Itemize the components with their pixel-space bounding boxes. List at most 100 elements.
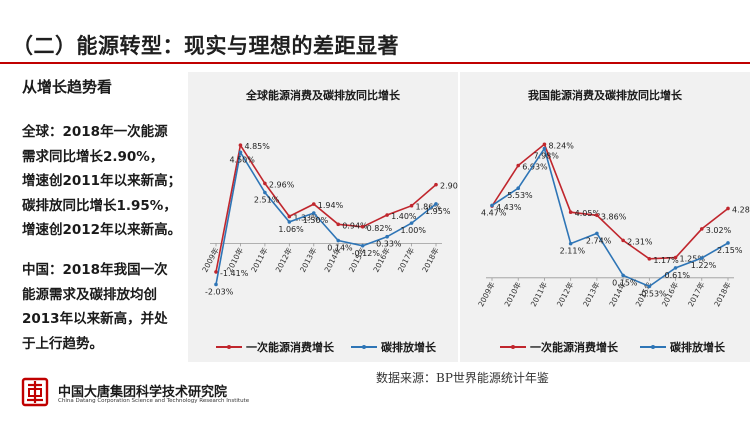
data-label: 0.14% [327, 244, 353, 253]
global-summary-line: 增速创2012年以来新高。 [22, 222, 182, 238]
x-tick-label: 2010年 [502, 280, 524, 309]
data-label: 6.93% [522, 163, 548, 172]
title-divider [0, 62, 750, 64]
series-point [726, 241, 730, 245]
data-source-note: 数据来源：BP世界能源统计年鉴 [376, 371, 549, 385]
legend-marker [651, 345, 655, 349]
x-tick-label: 2013年 [297, 245, 319, 274]
china-summary-line: 于上行趋势。 [22, 335, 103, 352]
data-label: 7.98% [533, 152, 559, 161]
data-label: 0.33% [376, 240, 402, 249]
series-line [491, 142, 729, 260]
series-point [336, 238, 341, 243]
global-summary-line: 全球：2018年一次能源 [22, 124, 168, 140]
data-label: 2.96% [269, 180, 295, 189]
data-label: -2.03% [205, 287, 234, 296]
data-label: 2.11% [560, 247, 586, 256]
series-point [726, 206, 730, 211]
data-label: 1.94% [318, 201, 344, 210]
series-point [263, 190, 267, 195]
series-point [311, 211, 316, 215]
data-label: -0.53% [638, 289, 667, 298]
series-point [409, 221, 414, 225]
data-label: 1.00% [401, 226, 427, 235]
series-line [215, 150, 437, 285]
china-summary-line: 能源需求及碳排放均创 [22, 286, 157, 303]
x-tick-label: 2011年 [248, 245, 270, 274]
china-growth-chart: 我国能源消费及碳排放同比增长 2009年 2010年 2011年 2012年 2013年 2… [475, 88, 750, 354]
organization-name-en: China Datang Corporation Science and Tec… [58, 398, 250, 404]
data-label: 4.47% [481, 208, 507, 217]
data-label: 3.86% [601, 212, 627, 221]
data-label: 8.24% [548, 141, 574, 150]
series-point [699, 256, 704, 260]
series-point [542, 142, 547, 147]
china-chart-panel [460, 72, 750, 362]
legend-label: 一次能源消费增长 [530, 340, 619, 354]
global-summary: 全球：2018年一次能源 需求同比增长2.90%， 增速创2011年以来新高； … [22, 120, 222, 243]
x-tick-label: 2012年 [273, 245, 295, 274]
data-label: 1.22% [691, 261, 717, 270]
series-point [673, 266, 678, 270]
data-label: -0.12% [352, 249, 381, 258]
data-label: 1.50% [303, 216, 329, 225]
series-point [673, 255, 678, 260]
global-summary-line: 碳排放同比增长1.95%， [22, 197, 177, 214]
data-label: 4.50% [229, 155, 255, 164]
global-summary-line: 增速创2011年以来新高； [22, 173, 182, 189]
series-point [385, 213, 389, 217]
series-point [360, 224, 365, 229]
datang-logo-icon [21, 377, 49, 407]
data-label: 2.15% [717, 246, 743, 255]
data-label: 2.51% [254, 196, 280, 205]
data-label: 1.25% [680, 255, 706, 264]
organization-name: 中国大唐集团科学技术研究院 [58, 385, 228, 400]
series-point [699, 227, 704, 231]
series-point [311, 202, 316, 206]
global-summary-line: 需求同比增长2.90%， [22, 148, 164, 165]
data-label: 2.90% [440, 182, 458, 191]
legend-label: 一次能源消费增长 [246, 340, 335, 354]
series-point [516, 163, 521, 168]
china-summary-line: 中国：2018年我国一次 [22, 262, 168, 278]
series-point [238, 150, 243, 155]
data-label: 1.06% [278, 225, 304, 234]
data-label: 0.15% [612, 278, 638, 287]
data-label: 0.94% [342, 221, 368, 230]
series-point [621, 238, 625, 243]
series-point [568, 210, 573, 214]
x-tick-label: 2012年 [554, 280, 576, 309]
series-point [621, 273, 625, 278]
legend-marker [511, 345, 515, 349]
data-label: 1.40% [391, 212, 417, 221]
x-tick-label: 2018年 [419, 245, 441, 274]
series-point [542, 146, 547, 151]
series-point [385, 234, 389, 239]
legend-marker [362, 345, 366, 349]
china-summary: 中国：2018年我国一次 能源需求及碳排放均创 2013年以来新高，并处 于上行… [22, 258, 222, 356]
data-label: 1.95% [425, 207, 451, 216]
data-label: 3.02% [706, 226, 732, 235]
data-label: 4.05% [575, 209, 601, 218]
data-label: 0.61% [665, 271, 691, 280]
series-line [491, 146, 729, 288]
series-point [287, 220, 292, 224]
legend-marker [227, 345, 231, 349]
slide-title: （二）能源转型：现实与理想的差距显著 [12, 34, 399, 58]
series-point [238, 143, 243, 147]
series-point [595, 231, 599, 236]
x-tick-label: 2011年 [528, 280, 550, 309]
x-tick-label: 2018年 [711, 280, 733, 309]
series-point [287, 214, 292, 219]
chart-title: 我国能源消费及碳排放同比增长 [528, 88, 683, 102]
chart-title: 全球能源消费及碳排放同比增长 [245, 88, 401, 102]
series-point [263, 181, 267, 186]
series-point [434, 202, 438, 206]
data-label: 0.82% [367, 224, 393, 233]
x-tick-label: 2017年 [395, 245, 417, 274]
data-label: 4.43% [496, 203, 522, 212]
series-point [434, 182, 438, 187]
series-point [516, 186, 521, 191]
data-label: 1.17% [653, 256, 679, 265]
data-label: 1.33% [293, 213, 319, 222]
